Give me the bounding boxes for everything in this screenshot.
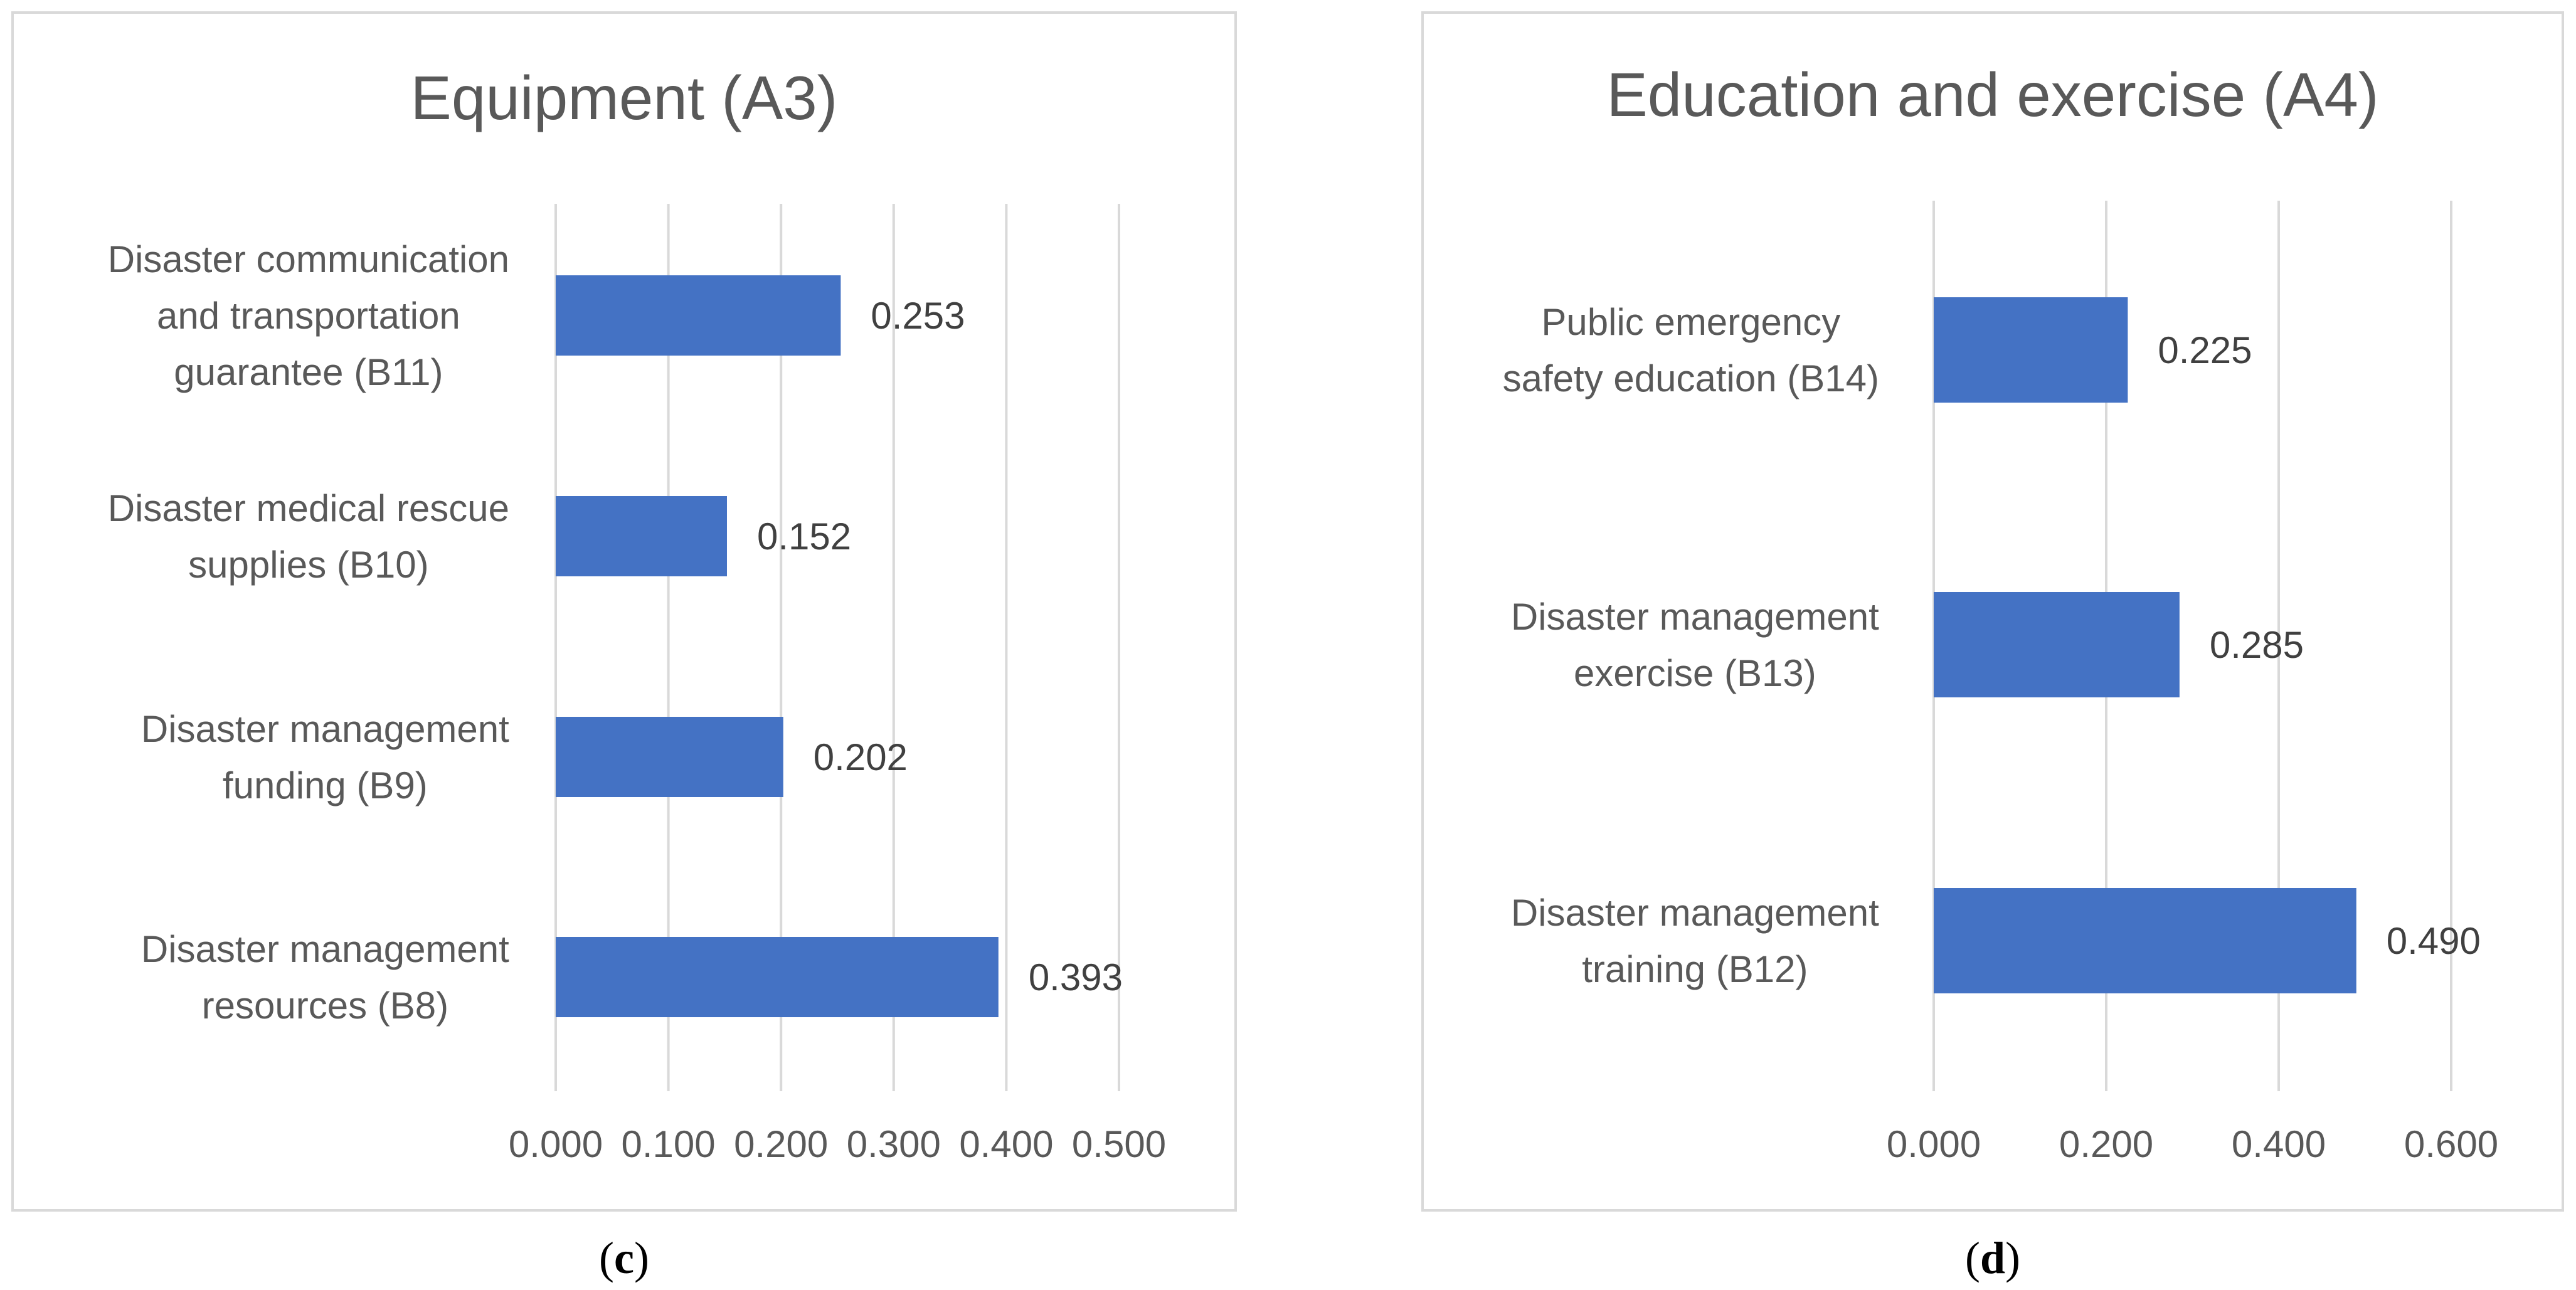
category-label-line: safety education (B14) [1503, 357, 1879, 399]
panel-c-bars [556, 275, 999, 1017]
panel-d-label: (d) [1965, 1233, 2020, 1283]
panel-c-tick-label: 0.400 [959, 1123, 1053, 1165]
panel-d-category-labels: Public emergency safety education (B14) Di… [1503, 301, 1880, 990]
panel-c-tick-label: 0.500 [1072, 1123, 1166, 1165]
panel-c-tick-label: 0.200 [734, 1123, 828, 1165]
panel-c-label-close: ) [634, 1233, 649, 1283]
panel-d-label-letter: d [1980, 1233, 2005, 1283]
category-label-line: Disaster management [1511, 596, 1879, 638]
panel-c-bar [556, 717, 783, 797]
panel-d-tick-label: 0.200 [2059, 1123, 2153, 1165]
panel-c-category-label: Disaster management resources (B8) [141, 928, 509, 1027]
panel-c-label-letter: c [614, 1233, 634, 1283]
panel-c-bar [556, 937, 999, 1017]
panel-d-label-close: ) [2005, 1233, 2020, 1283]
panel-d-tick-labels: 0.000 0.200 0.400 0.600 [1887, 1123, 2498, 1165]
panel-d-bar [1934, 888, 2356, 993]
panel-c-value-label: 0.202 [814, 736, 908, 778]
category-label-line: Public emergency [1541, 301, 1840, 343]
category-label-line: Disaster communication [108, 238, 509, 280]
panel-d-label-open: ( [1965, 1233, 1980, 1283]
category-label-line: funding (B9) [223, 764, 428, 806]
panel-d-category-label: Public emergency safety education (B14) [1503, 301, 1879, 399]
panel-c-title: Equipment (A3) [411, 63, 838, 132]
category-label-line: Disaster management [141, 928, 509, 970]
panel-c-tick-label: 0.300 [847, 1123, 941, 1165]
panel-c-category-label: Disaster management funding (B9) [141, 708, 509, 806]
panel-d-tick-label: 0.400 [2232, 1123, 2326, 1165]
panel-c-category-label: Disaster communication and transportation… [108, 238, 509, 393]
panel-d-frame [1421, 11, 2564, 1212]
category-label-line: Disaster management [1511, 892, 1879, 934]
panel-c-label: (c) [599, 1233, 649, 1283]
panel-c-category-label: Disaster medical rescue supplies (B10) [108, 487, 509, 586]
panel-c-value-label: 0.152 [757, 515, 851, 558]
panel-d-bar [1934, 592, 2180, 697]
panel-c-label-open: ( [599, 1233, 614, 1283]
panel-c-bar [556, 496, 727, 576]
category-label-line: Disaster medical rescue [108, 487, 509, 529]
panel-c: Equipment (A3) Disaster communication and… [11, 11, 1237, 1212]
panel-d-value-label: 0.490 [2387, 920, 2481, 962]
category-label-line: and transportation [157, 295, 460, 337]
panel-c-tick-label: 0.100 [622, 1123, 716, 1165]
panel-c-bar [556, 275, 841, 356]
panel-c-value-labels: 0.253 0.152 0.202 0.393 [757, 295, 1123, 998]
category-label-line: Disaster management [141, 708, 509, 750]
panel-d-bars [1934, 297, 2356, 993]
category-label-line: training (B12) [1582, 948, 1808, 990]
panel-d-value-labels: 0.225 0.285 0.490 [2158, 329, 2481, 962]
panel-c-frame [11, 11, 1237, 1212]
panel-d-category-label: Disaster management exercise (B13) [1511, 596, 1879, 694]
panel-c-value-label: 0.393 [1029, 956, 1123, 998]
panel-d-value-label: 0.225 [2158, 329, 2252, 371]
panel-d-tick-label: 0.600 [2404, 1123, 2498, 1165]
panel-d-title: Education and exercise (A4) [1606, 60, 2378, 129]
panel-d: Education and exercise (A4) Public emerg… [1421, 11, 2564, 1212]
panel-c-tick-label: 0.000 [509, 1123, 603, 1165]
panel-c-value-label: 0.253 [871, 295, 965, 337]
category-label-line: resources (B8) [202, 985, 448, 1027]
panel-d-category-label: Disaster management training (B12) [1511, 892, 1879, 990]
category-label-line: supplies (B10) [188, 544, 429, 586]
category-label-line: exercise (B13) [1574, 652, 1816, 694]
category-label-line: guarantee (B11) [174, 351, 443, 393]
panel-d-tick-label: 0.000 [1887, 1123, 1981, 1165]
panel-d-bar [1934, 297, 2128, 403]
panel-c-category-labels: Disaster communication and transportation… [108, 238, 509, 1027]
panel-d-value-label: 0.285 [2210, 624, 2304, 666]
panel-c-tick-labels: 0.000 0.100 0.200 0.300 0.400 0.500 [509, 1123, 1166, 1165]
